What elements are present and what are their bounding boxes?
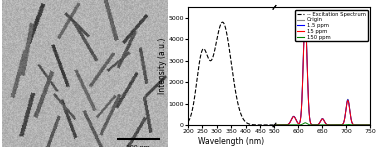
Legend: -- Excitation Spectrum, Origin, 1.5 ppm, 15 ppm, 150 ppm: -- Excitation Spectrum, Origin, 1.5 ppm,… <box>295 10 368 41</box>
Y-axis label: Intensity (a.u.): Intensity (a.u.) <box>158 38 167 94</box>
Text: Wavelength (nm): Wavelength (nm) <box>198 137 264 146</box>
Text: 100 nm: 100 nm <box>126 145 150 147</box>
